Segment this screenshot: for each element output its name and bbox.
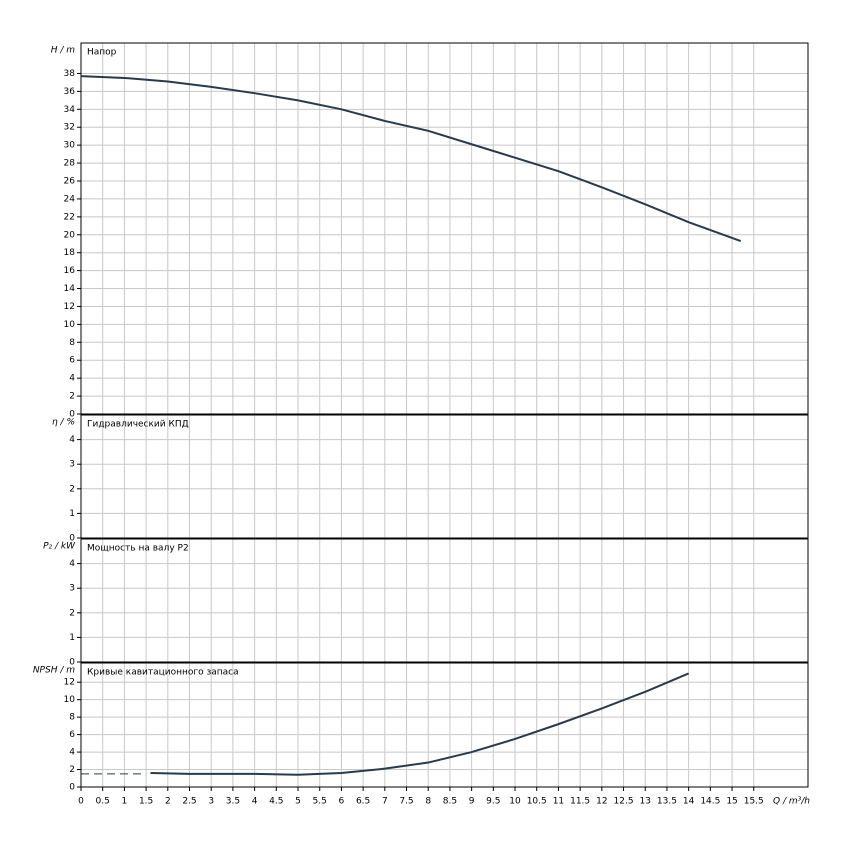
- x-tick-label: 9: [469, 797, 475, 807]
- y-tick-label: 6: [69, 356, 75, 366]
- y-tick-label: 20: [64, 230, 76, 240]
- panel-bg: [81, 539, 808, 662]
- x-tick-label: 9.5: [486, 797, 500, 807]
- y-tick-label: 4: [69, 435, 75, 445]
- x-tick-label: 12: [596, 797, 607, 807]
- y-axis-label: NPSH / m: [33, 666, 75, 676]
- x-tick-label: 0: [78, 797, 84, 807]
- y-tick-label: 26: [64, 177, 76, 187]
- panel-title: Мощность на валу P2: [87, 544, 189, 554]
- y-tick-label: 0: [69, 783, 75, 793]
- x-tick-label: 14.5: [700, 797, 720, 807]
- panel-bg: [81, 415, 808, 538]
- y-tick-label: 0: [69, 534, 75, 544]
- y-tick-label: 16: [64, 266, 76, 276]
- y-tick-label: 12: [64, 678, 75, 688]
- x-tick-label: 12.5: [614, 797, 634, 807]
- y-tick-label: 2: [69, 484, 75, 494]
- y-tick-label: 2: [69, 392, 75, 402]
- y-tick-label: 8: [69, 338, 75, 348]
- y-tick-label: 3: [69, 460, 75, 470]
- x-tick-label: 14: [683, 797, 695, 807]
- y-tick-label: 10: [64, 320, 76, 330]
- x-tick-label: 1.5: [139, 797, 153, 807]
- x-tick-label: 8: [425, 797, 431, 807]
- y-tick-label: 0: [69, 658, 75, 668]
- panel-title: Напор: [87, 48, 117, 58]
- x-tick-label: 15.5: [744, 797, 764, 807]
- y-tick-label: 1: [69, 633, 75, 643]
- y-tick-label: 4: [69, 374, 75, 384]
- panel-title: Кривые кавитационного запаса: [87, 668, 239, 678]
- y-tick-label: 24: [64, 194, 76, 204]
- x-tick-label: 7.5: [399, 797, 413, 807]
- x-tick-label: 11.5: [570, 797, 590, 807]
- y-tick-label: 30: [64, 141, 76, 151]
- x-tick-label: 0.5: [96, 797, 110, 807]
- panel-title: Гидравлический КПД: [87, 420, 189, 430]
- panel-border: [80, 42, 809, 415]
- x-tick-label: 7: [382, 797, 388, 807]
- y-axis-label: η / %: [52, 418, 75, 428]
- x-tick-label: 2.5: [182, 797, 196, 807]
- panel-border: [80, 662, 809, 788]
- y-tick-label: 32: [64, 123, 75, 133]
- y-tick-label: 34: [64, 105, 76, 115]
- y-tick-label: 4: [69, 748, 75, 758]
- panel-bg: [81, 43, 808, 414]
- y-tick-label: 38: [64, 69, 76, 79]
- x-tick-label: 3.5: [226, 797, 240, 807]
- y-tick-label: 2: [69, 765, 75, 775]
- y-tick-label: 22: [64, 212, 75, 222]
- y-tick-label: 10: [64, 695, 76, 705]
- y-tick-label: 12: [64, 302, 75, 312]
- x-tick-label: 4: [252, 797, 258, 807]
- x-tick-label: 13: [640, 797, 651, 807]
- x-tick-label: 13.5: [657, 797, 677, 807]
- panel-border: [80, 538, 809, 663]
- panel-bg: [81, 663, 808, 787]
- panel-border: [80, 414, 809, 539]
- y-tick-label: 8: [69, 713, 75, 723]
- y-tick-label: 4: [69, 559, 75, 569]
- y-tick-label: 18: [64, 248, 76, 258]
- y-tick-label: 1: [69, 509, 75, 519]
- x-tick-label: 6: [339, 797, 345, 807]
- x-tick-label: 10: [509, 797, 521, 807]
- y-tick-label: 36: [64, 87, 76, 97]
- x-tick-label: 3: [208, 797, 214, 807]
- y-axis-label: P₂ / kW: [43, 542, 76, 552]
- x-tick-label: 5.5: [313, 797, 327, 807]
- y-tick-label: 3: [69, 584, 75, 594]
- y-tick-label: 2: [69, 608, 75, 618]
- x-tick-label: 15: [726, 797, 737, 807]
- x-tick-label: 11: [553, 797, 564, 807]
- x-tick-label: 5: [295, 797, 301, 807]
- x-axis-label: Q / m³/h: [773, 797, 810, 807]
- y-tick-label: 14: [64, 284, 76, 294]
- x-tick-label: 10.5: [527, 797, 547, 807]
- y-tick-label: 6: [69, 730, 75, 740]
- y-tick-label: 0: [69, 410, 75, 420]
- x-tick-label: 8.5: [443, 797, 457, 807]
- x-tick-label: 4.5: [269, 797, 283, 807]
- x-tick-label: 2: [165, 797, 171, 807]
- curve: [80, 75, 742, 242]
- x-tick-label: 1: [122, 797, 128, 807]
- y-axis-label: H / m: [51, 46, 76, 56]
- y-tick-label: 28: [64, 159, 76, 169]
- curve: [150, 672, 690, 776]
- x-tick-label: 6.5: [356, 797, 370, 807]
